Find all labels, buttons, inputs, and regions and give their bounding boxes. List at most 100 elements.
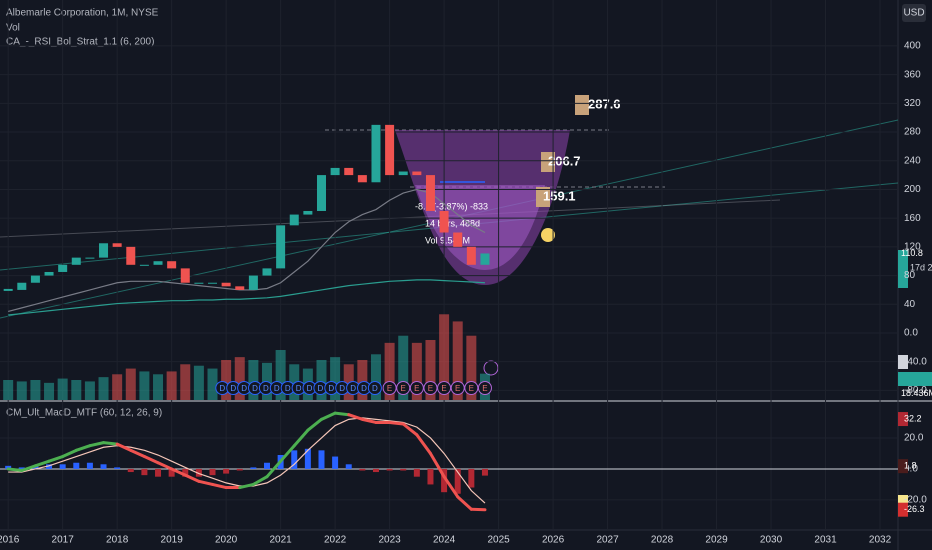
macd-segment [211,482,228,490]
volume-bar [384,342,395,400]
event-badge [477,381,492,395]
candle [289,214,299,226]
histogram-bar [18,467,25,469]
value-badge [898,502,908,517]
macd-segment [388,420,405,426]
histogram-bar [332,456,339,469]
volume-bar [316,360,327,400]
overlay-line [8,188,486,313]
volume-bar [289,364,300,400]
histogram-bar [400,468,407,471]
histogram-bar [100,464,107,469]
x-tick-label: 2018 [106,535,129,546]
histogram-bar [155,468,162,477]
macd-segment [115,442,133,452]
volume-bar [57,378,68,400]
volume-bar [439,314,450,400]
event-label: D [328,384,334,393]
y-tick-label: 400 [904,41,921,52]
candle [167,261,177,269]
histogram-bar [59,464,66,469]
volume-bar [425,340,436,400]
symbol-title: Albemarle Corporation, 1M, NYSE [6,8,159,19]
currency-button[interactable]: USD [903,8,924,19]
histogram-bar [318,450,325,469]
x-tick-label: 2024 [433,535,456,546]
volume-bar [153,374,164,400]
volume-bar [44,382,55,400]
macd-segment [33,459,51,468]
histogram-bar [250,467,257,469]
event-label: D [296,384,302,393]
volume-bar [139,371,150,400]
event-label: E [455,384,460,393]
event-label: D [339,384,345,393]
volume-bar [275,350,286,400]
event-label: D [318,384,324,393]
x-tick-label: 2031 [814,535,837,546]
event-label: E [401,384,406,393]
candle [371,124,381,183]
event-label: E [482,384,487,393]
event-badge [437,381,452,395]
measure-text: -8.3 (-3.87%) -833 [415,201,488,211]
candle [262,268,272,276]
histogram-bar [454,468,461,494]
x-tick-label: 2027 [596,535,619,546]
y-tick-label: -80.0 [904,385,927,396]
y-tick-label: 280 [904,127,921,138]
event-label: E [428,384,433,393]
candle [44,271,54,276]
histogram-bar [359,468,366,471]
histogram-bar [127,468,134,473]
candle [276,225,286,269]
currency-button-bg[interactable] [902,4,926,22]
y-tick-label: 360 [904,69,921,80]
histogram-bar [73,462,80,469]
y-tick-label: 0.0 [904,464,918,475]
target-label: 287.6 [588,96,621,111]
macd-segment [251,475,269,486]
event-badge [396,381,411,395]
volume-bar [193,365,204,400]
macd-segment [306,417,323,432]
macd-segment [88,441,106,448]
event-label: E [469,384,474,393]
emoji-icon [541,228,555,242]
badge-label: -26.3 [904,504,925,514]
histogram-bar [223,468,230,474]
volume-bar [112,374,123,400]
x-tick-label: 2017 [52,535,75,546]
indicator-title: CA_-_RSI_Bol_Strat_1.1 (6, 200) [6,37,154,48]
event-label: D [241,384,247,393]
histogram-bar [182,468,189,477]
candle [17,282,27,290]
histogram-bar [345,464,352,469]
macd-segment [129,448,146,459]
volume-bar [180,364,191,400]
event-label: D [219,384,225,393]
event-badge [382,381,397,395]
candle [316,175,326,211]
event-label: D [274,384,280,393]
volume-bar [343,364,354,400]
event-label: E [387,384,392,393]
macd-segment [265,459,283,479]
overlay-line [8,279,485,316]
measure-text: Vol 9.547M [425,235,470,245]
macd-segment [6,467,24,472]
candle [30,275,40,283]
y-tick-label: -40.0 [904,356,927,367]
volume-bar [411,342,422,400]
volume-bar [30,380,41,400]
macd-segment [401,422,419,437]
event-badge [367,381,382,395]
event-label: D [350,384,356,393]
macd-segment [347,413,364,421]
value-badge [898,412,908,427]
target-box [536,187,550,207]
volume-bar [330,357,341,400]
